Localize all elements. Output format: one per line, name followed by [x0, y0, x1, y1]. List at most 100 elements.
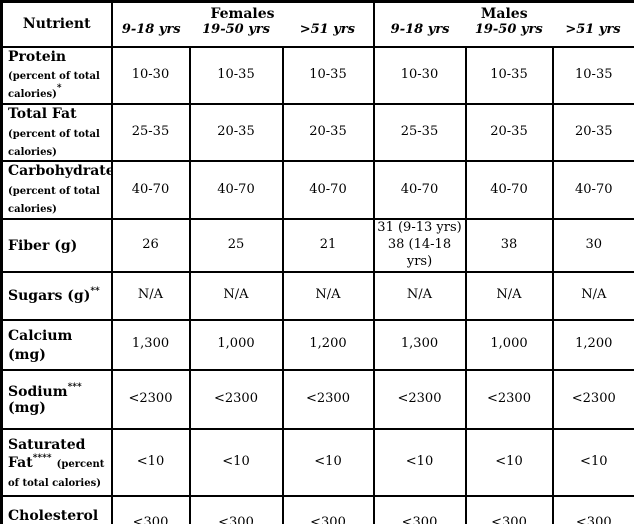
cell-value: <2300 — [281, 368, 375, 430]
table-row-total-fat: Total Fat (percent of total calories) 25-… — [0, 102, 634, 163]
footnote-marker: * — [56, 83, 62, 94]
cell-value: N/A — [110, 270, 191, 321]
subheader-females-19-50: 19-50 yrs — [202, 22, 270, 38]
cell-value: 1,200 — [551, 318, 634, 371]
footnote-marker: **** — [32, 453, 52, 464]
cell-value: <300 — [372, 494, 467, 524]
cell-value: N/A — [281, 270, 375, 321]
cell-value: 25-35 — [110, 102, 191, 163]
cell-value: 20-35 — [188, 102, 284, 163]
cell-value: 40-70 — [188, 160, 284, 220]
nutrient-unit: (mg) — [8, 399, 46, 416]
cell-value: <2300 — [372, 368, 467, 430]
table-row-fiber: Fiber (g) 26 25 21 31 (9-13 yrs) 38 (14-… — [0, 217, 634, 273]
nutrient-name: Protein — [8, 48, 67, 65]
males-group-title: Males — [480, 6, 528, 22]
row-label-protein: Protein (percent of total calories)* — [0, 45, 113, 105]
cell-value: <2300 — [551, 368, 634, 430]
cell-value: 20-35 — [464, 102, 554, 163]
subheader-males-19-50: 19-50 yrs — [474, 22, 543, 38]
cell-value: 40-70 — [551, 160, 634, 220]
males-age-subheaders: 9-18 yrs 19-50 yrs >51 yrs — [376, 22, 634, 38]
cell-value: N/A — [372, 270, 467, 321]
cell-value: <300 — [464, 494, 554, 524]
cell-value: 30 — [551, 217, 634, 273]
cell-value: N/A — [551, 270, 634, 321]
cell-value: 1,300 — [110, 318, 191, 371]
nutrient-name: Saturated Fat — [8, 436, 86, 472]
table-row-saturated-fat: Saturated Fat**** (percent of total calo… — [0, 427, 634, 497]
cell-value: 25 — [188, 217, 284, 273]
subheader-males-9-18: 9-18 yrs — [390, 22, 450, 38]
table-row-protein: Protein (percent of total calories)* 10-3… — [0, 45, 634, 105]
cell-value: 40-70 — [372, 160, 467, 220]
females-group-title: Females — [210, 6, 275, 22]
nutrient-name: Fiber (g) — [8, 237, 78, 254]
nutrient-unit-note: (percent of total calories) — [8, 71, 100, 101]
column-group-females: Females 9-18 yrs 19-50 yrs >51 yrs — [110, 0, 375, 48]
row-label-calcium: Calcium (mg) — [0, 318, 113, 371]
cell-value: <300 — [281, 494, 375, 524]
nutrient-name: Calcium (mg) — [8, 327, 73, 363]
cell-value: <10 — [281, 427, 375, 497]
females-age-subheaders: 9-18 yrs 19-50 yrs >51 yrs — [114, 22, 372, 38]
cell-value: <2300 — [110, 368, 191, 430]
cell-value: 26 — [110, 217, 191, 273]
cell-value: 25-35 — [372, 102, 467, 163]
cell-value: 10-30 — [372, 45, 467, 105]
cell-value: 38 — [464, 217, 554, 273]
column-header-nutrient: Nutrient — [0, 0, 113, 48]
cell-value: <300 — [551, 494, 634, 524]
cell-value: <2300 — [188, 368, 284, 430]
column-group-males: Males 9-18 yrs 19-50 yrs >51 yrs — [372, 0, 634, 48]
cell-value: 40-70 — [281, 160, 375, 220]
cell-value: 10-30 — [110, 45, 191, 105]
cell-value: 20-35 — [281, 102, 375, 163]
cell-value: 1,000 — [464, 318, 554, 371]
cell-value: <10 — [551, 427, 634, 497]
nutrient-unit-note: (percent of total calories) — [8, 459, 105, 489]
cell-value: <10 — [188, 427, 284, 497]
row-label-saturated-fat: Saturated Fat**** (percent of total calo… — [0, 427, 113, 497]
row-label-carbohydrate: Carbohydrate (percent of total calories) — [0, 160, 113, 220]
subheader-females-51plus: >51 yrs — [299, 22, 355, 38]
cell-value: 40-70 — [110, 160, 191, 220]
nutrient-name: Carbohydrate — [8, 163, 112, 180]
table-header-row: Nutrient Females 9-18 yrs 19-50 yrs >51 … — [0, 0, 634, 48]
table-row-cholesterol: Cholesterol(mg) <300 <300 <300 <300 <300… — [0, 494, 634, 524]
cell-value: <300 — [188, 494, 284, 524]
subheader-males-51plus: >51 yrs — [565, 22, 621, 38]
footnote-marker: ** — [90, 286, 100, 297]
cell-value: 10-35 — [281, 45, 375, 105]
nutrient-name: Sodium — [8, 383, 68, 400]
cell-value: 20-35 — [551, 102, 634, 163]
cell-value: <10 — [464, 427, 554, 497]
cell-value: 10-35 — [188, 45, 284, 105]
nutrient-unit-note: (percent of total calories) — [8, 186, 100, 216]
table-row-sugars: Sugars (g)** N/A N/A N/A N/A N/A N/A — [0, 270, 634, 321]
cell-value: <2300 — [464, 368, 554, 430]
table-row-calcium: Calcium (mg) 1,300 1,000 1,200 1,300 1,0… — [0, 318, 634, 371]
nutrient-name: Cholesterol — [8, 508, 99, 524]
cell-value: 1,200 — [281, 318, 375, 371]
nutrient-name: Sugars (g) — [8, 288, 91, 305]
table-row-sodium: Sodium*** (mg) <2300 <2300 <2300 <2300 <2… — [0, 368, 634, 430]
cell-value: 31 (9-13 yrs) 38 (14-18 yrs) — [372, 217, 467, 273]
cell-value: <10 — [372, 427, 467, 497]
row-label-sugars: Sugars (g)** — [0, 270, 113, 321]
table-row-carbohydrate: Carbohydrate (percent of total calories) … — [0, 160, 634, 220]
row-label-cholesterol: Cholesterol(mg) — [0, 494, 113, 524]
nutrient-name: Total Fat — [8, 105, 77, 122]
cell-value: 21 — [281, 217, 375, 273]
row-label-total-fat: Total Fat (percent of total calories) — [0, 102, 113, 163]
cell-value: 1,000 — [188, 318, 284, 371]
cell-value: 10-35 — [551, 45, 634, 105]
cell-value: 1,300 — [372, 318, 467, 371]
row-label-sodium: Sodium*** (mg) — [0, 368, 113, 430]
cell-value: 40-70 — [464, 160, 554, 220]
cell-value: <10 — [110, 427, 191, 497]
row-label-fiber: Fiber (g) — [0, 217, 113, 273]
cell-value: <300 — [110, 494, 191, 524]
cell-value: 10-35 — [464, 45, 554, 105]
